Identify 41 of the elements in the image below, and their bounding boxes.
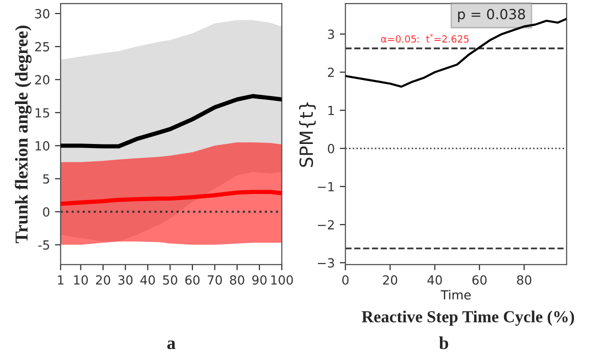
y-tick-label: 5 [43, 174, 50, 184]
y-tick-label: 0 [43, 207, 50, 217]
x-tick-label: 100 [271, 275, 293, 285]
y-tick-label: 20 [35, 75, 50, 85]
y-tick-label: −2 [318, 220, 334, 230]
y-tick-label: 1 [328, 106, 334, 116]
x-tick-label: 90 [252, 275, 267, 285]
y-tick-label: −1 [318, 182, 334, 192]
y-tick-label: 10 [36, 141, 50, 151]
annotation: α=0.05: t$^{*}$=2.625 [381, 34, 469, 43]
y-tick-label: 15 [36, 108, 50, 118]
x-axis-title: Time [440, 290, 471, 300]
y-tick-label: -5 [38, 240, 50, 250]
y-tick-label: 25 [35, 42, 50, 52]
y-axis-title: Trunk flexion angle (degree) [14, 26, 32, 244]
y-tick-label: 0 [328, 144, 334, 154]
x-tick-label: 50 [163, 275, 178, 285]
x-tick-label: 40 [140, 275, 155, 285]
x-tick-label: 80 [230, 275, 244, 285]
y-tick-label: 3 [328, 30, 334, 40]
x-tick-label: 40 [427, 275, 442, 285]
y-tick-label: 2 [328, 68, 334, 77]
x-tick-label: 70 [208, 275, 222, 285]
x-tick-label: 60 [185, 275, 200, 285]
x-tick-label: 30 [118, 275, 133, 285]
x-tick-label: 60 [472, 275, 487, 285]
x-tick-label: 1 [58, 275, 64, 285]
text: b [439, 336, 448, 350]
y-axis-title: SPM{t} [299, 102, 316, 167]
line-series [60, 94, 282, 148]
annotation: p = 0.038 [458, 8, 525, 22]
x-tick-label: 0 [342, 275, 349, 285]
text: a [167, 340, 176, 350]
y-tick-label: −3 [318, 258, 334, 268]
x-tick-label: 10 [74, 275, 88, 285]
x-tick-label: 20 [383, 275, 398, 285]
x-tick-label: 20 [96, 275, 110, 285]
x-tick-label: 80 [517, 275, 532, 285]
line-series [60, 190, 282, 206]
y-tick-label: 30 [35, 8, 50, 18]
text: Reactive Step Time Cycle (%) [362, 310, 574, 326]
